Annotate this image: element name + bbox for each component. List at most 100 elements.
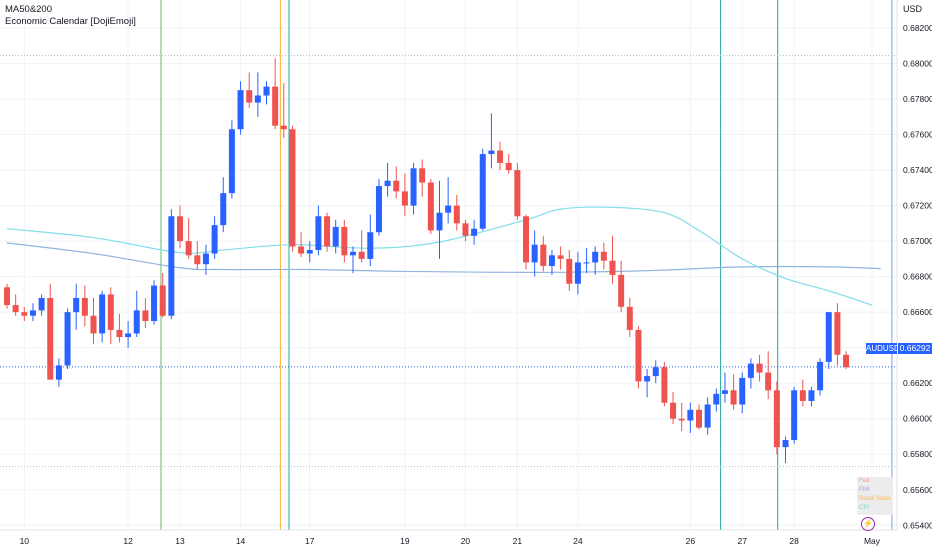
candle-body — [747, 363, 754, 378]
price-tick-label: 0.65400 — [903, 520, 932, 530]
legend-ma[interactable]: MA50&200 — [5, 4, 53, 15]
candle-body — [756, 363, 763, 373]
candle — [211, 216, 218, 259]
candle — [479, 148, 486, 231]
candle-body — [306, 250, 313, 254]
candle-body — [332, 226, 339, 247]
candle-body — [263, 86, 270, 96]
candle-body — [618, 274, 625, 307]
candle-body — [471, 228, 478, 236]
candle-body — [168, 216, 175, 316]
time-tick-label: 17 — [305, 536, 315, 546]
candle-body — [142, 310, 149, 322]
candle — [583, 248, 590, 274]
candle — [713, 388, 720, 412]
candle-body — [453, 205, 460, 224]
candle-body — [358, 251, 365, 259]
candle — [600, 242, 607, 270]
candle — [566, 250, 573, 291]
candle-body — [687, 409, 694, 421]
lightning-icon[interactable]: ⚡ — [861, 517, 875, 531]
candle-body — [55, 365, 62, 380]
candle-body — [202, 253, 209, 265]
legend-economic-calendar[interactable]: Economic Calendar [DojiEmoji] — [5, 16, 136, 27]
candle-body — [64, 312, 71, 366]
candle — [730, 374, 737, 410]
time-tick-label: 24 — [573, 536, 583, 546]
ma200-line — [6, 242, 881, 273]
candle — [315, 205, 322, 256]
candle — [574, 251, 581, 295]
candle-body — [350, 251, 356, 256]
time-axis[interactable]: 10 12 13 14 17 19 20 21 24 26 27 28 May — [20, 536, 881, 546]
candle — [497, 141, 504, 171]
candle — [462, 219, 469, 242]
candle-body — [704, 404, 711, 428]
candle — [375, 178, 382, 236]
candlesticks — [4, 58, 850, 464]
candle-body — [38, 297, 45, 311]
candle — [557, 246, 564, 270]
time-tick-label: 20 — [461, 536, 471, 546]
candle-body — [523, 216, 529, 263]
candle — [384, 162, 391, 197]
candle-body — [661, 367, 668, 403]
candle — [142, 297, 149, 329]
candle — [90, 297, 97, 345]
candle-body — [410, 168, 417, 206]
candle — [116, 313, 123, 343]
candle-body — [609, 260, 616, 275]
candle-body — [436, 212, 443, 231]
candle-body — [782, 440, 789, 448]
candle-body — [817, 361, 824, 391]
candle-body — [90, 315, 97, 334]
candle — [756, 354, 763, 382]
candle — [332, 219, 339, 254]
candle — [99, 290, 106, 343]
candle — [202, 244, 209, 275]
candle — [4, 283, 10, 309]
time-tick-label: 28 — [789, 536, 799, 546]
candle-body — [367, 232, 374, 259]
candle-body — [557, 255, 564, 259]
candle — [618, 260, 625, 313]
candle — [280, 83, 287, 139]
candle-body — [133, 310, 140, 334]
price-axis[interactable]: 0.68200 0.68000 0.67800 0.67600 0.67400 0.672… — [903, 23, 932, 550]
candle — [237, 81, 244, 135]
candle — [782, 436, 789, 464]
time-tick-label: 19 — [400, 536, 410, 546]
candle-body — [548, 255, 555, 266]
candle — [21, 306, 28, 322]
candle-body — [445, 205, 452, 213]
candle-body — [194, 255, 201, 265]
candle — [254, 72, 261, 117]
candle-body — [713, 393, 720, 405]
time-tick-label: May — [864, 536, 881, 546]
price-tick-label: 0.67400 — [903, 165, 932, 175]
candle — [324, 212, 331, 252]
candle-body — [177, 216, 183, 242]
candle — [436, 180, 443, 259]
candle-body — [384, 180, 391, 187]
candle-body — [696, 409, 702, 428]
candle-body — [185, 241, 192, 256]
candle — [228, 120, 235, 199]
candle-body — [592, 251, 599, 263]
candle — [825, 312, 832, 369]
candle — [177, 205, 183, 249]
candle-body — [583, 262, 590, 264]
candle-body — [73, 297, 80, 313]
candle-body — [401, 191, 408, 206]
candle-body — [125, 333, 132, 338]
candle-body — [799, 390, 806, 401]
candle-body — [12, 305, 19, 313]
time-tick-label: 21 — [513, 536, 523, 546]
candle-body — [393, 180, 400, 192]
candle — [151, 280, 158, 325]
time-tick-label: 14 — [236, 536, 246, 546]
candle-body — [505, 162, 512, 171]
candle — [246, 72, 253, 108]
candle — [125, 321, 132, 348]
